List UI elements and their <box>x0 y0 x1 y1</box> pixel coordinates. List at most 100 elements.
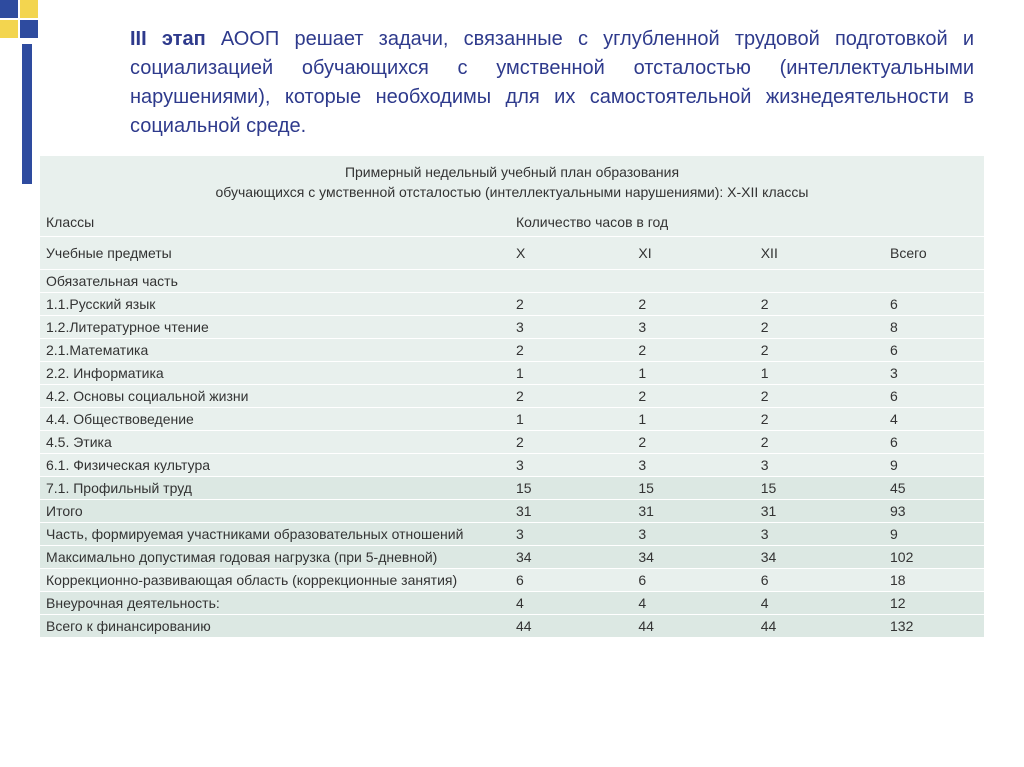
col-xii: XII <box>755 237 884 270</box>
cell-xi: 34 <box>632 546 754 569</box>
cell-subject: Коррекционно-развивающая область (коррек… <box>40 569 510 592</box>
cell-total: 12 <box>884 592 984 615</box>
table-row: 4.5. Этика2226 <box>40 431 984 454</box>
corner-decoration <box>0 0 60 180</box>
table-row: Максимально допустимая годовая нагрузка … <box>40 546 984 569</box>
table-row: 6.1. Физическая культура3339 <box>40 454 984 477</box>
cell-subject: 1.2.Литературное чтение <box>40 316 510 339</box>
cell-subject: 2.1.Математика <box>40 339 510 362</box>
cell-subject: 1.1.Русский язык <box>40 293 510 316</box>
cell-subject: 2.2. Информатика <box>40 362 510 385</box>
table-header-row-1: Классы Количество часов в год <box>40 208 984 237</box>
curriculum-table: Классы Количество часов в год Учебные пр… <box>40 208 984 638</box>
cell-xii: 2 <box>755 408 884 431</box>
cell-subject: 7.1. Профильный труд <box>40 477 510 500</box>
cell-xii: 2 <box>755 316 884 339</box>
cell-subject: Итого <box>40 500 510 523</box>
cell-subject: Внеурочная деятельность: <box>40 592 510 615</box>
cell-xii: 1 <box>755 362 884 385</box>
cell-xi: 4 <box>632 592 754 615</box>
col-x: X <box>510 237 632 270</box>
cell-xi: 2 <box>632 431 754 454</box>
cell-xi: 3 <box>632 316 754 339</box>
cell-xii: 34 <box>755 546 884 569</box>
cell-x: 31 <box>510 500 632 523</box>
cell-xii: 2 <box>755 431 884 454</box>
table-row: Коррекционно-развивающая область (коррек… <box>40 569 984 592</box>
cell-x: 1 <box>510 362 632 385</box>
cell-xi: 1 <box>632 408 754 431</box>
table-row: 4.4. Обществоведение1124 <box>40 408 984 431</box>
cell-xi: 15 <box>632 477 754 500</box>
cell-xii: 15 <box>755 477 884 500</box>
cell-subject: 4.5. Этика <box>40 431 510 454</box>
cell-x: 3 <box>510 523 632 546</box>
cell-x: 1 <box>510 408 632 431</box>
table-caption-2: обучающихся с умственной отсталостью (ин… <box>40 182 984 208</box>
cell-xii: 44 <box>755 615 884 638</box>
cell-xii: 3 <box>755 454 884 477</box>
cell-subject: Максимально допустимая годовая нагрузка … <box>40 546 510 569</box>
section-mandatory-row: Обязательная часть <box>40 270 984 293</box>
cell-xii: 6 <box>755 569 884 592</box>
cell-x: 2 <box>510 431 632 454</box>
cell-xi: 2 <box>632 293 754 316</box>
cell-xi: 3 <box>632 454 754 477</box>
cell-total: 93 <box>884 500 984 523</box>
header-rest: АООП решает задачи, связанные с углублен… <box>130 28 974 137</box>
cell-total: 6 <box>884 385 984 408</box>
table-row: 4.2. Основы социальной жизни2226 <box>40 385 984 408</box>
cell-total: 45 <box>884 477 984 500</box>
cell-xii: 2 <box>755 339 884 362</box>
cell-xii: 2 <box>755 293 884 316</box>
cell-total: 18 <box>884 569 984 592</box>
cell-xi: 1 <box>632 362 754 385</box>
table-row: 2.2. Информатика1113 <box>40 362 984 385</box>
curriculum-table-wrap: Примерный недельный учебный план образов… <box>0 151 1024 638</box>
cell-total: 6 <box>884 293 984 316</box>
cell-total: 8 <box>884 316 984 339</box>
table-caption-1: Примерный недельный учебный план образов… <box>40 156 984 182</box>
cell-total: 4 <box>884 408 984 431</box>
hdr-count: Количество часов в год <box>510 208 884 237</box>
cell-x: 3 <box>510 454 632 477</box>
table-row: Часть, формируемая участниками образоват… <box>40 523 984 546</box>
table-row: Всего к финансированию444444132 <box>40 615 984 638</box>
cell-x: 2 <box>510 385 632 408</box>
cell-x: 3 <box>510 316 632 339</box>
cell-x: 2 <box>510 293 632 316</box>
cell-x: 6 <box>510 569 632 592</box>
cell-total: 102 <box>884 546 984 569</box>
table-row: 1.2.Литературное чтение3328 <box>40 316 984 339</box>
cell-xi: 44 <box>632 615 754 638</box>
col-total: Всего <box>884 237 984 270</box>
table-header-row-2: Учебные предметы X XI XII Всего <box>40 237 984 270</box>
cell-x: 34 <box>510 546 632 569</box>
cell-total: 9 <box>884 523 984 546</box>
cell-subject: 4.4. Обществоведение <box>40 408 510 431</box>
cell-xi: 2 <box>632 385 754 408</box>
cell-subject: Часть, формируемая участниками образоват… <box>40 523 510 546</box>
cell-total: 6 <box>884 339 984 362</box>
header-paragraph: III этап АООП решает задачи, связанные с… <box>0 0 1024 151</box>
cell-total: 6 <box>884 431 984 454</box>
cell-total: 3 <box>884 362 984 385</box>
cell-subject: Всего к финансированию <box>40 615 510 638</box>
hdr-subjects: Учебные предметы <box>40 237 510 270</box>
cell-xi: 3 <box>632 523 754 546</box>
cell-xi: 2 <box>632 339 754 362</box>
section-mandatory: Обязательная часть <box>40 270 984 293</box>
cell-xi: 6 <box>632 569 754 592</box>
cell-xii: 4 <box>755 592 884 615</box>
table-row: Внеурочная деятельность:44412 <box>40 592 984 615</box>
cell-total: 9 <box>884 454 984 477</box>
cell-subject: 4.2. Основы социальной жизни <box>40 385 510 408</box>
cell-subject: 6.1. Физическая культура <box>40 454 510 477</box>
cell-total: 132 <box>884 615 984 638</box>
table-row: 1.1.Русский язык2226 <box>40 293 984 316</box>
cell-xii: 3 <box>755 523 884 546</box>
hdr-classes: Классы <box>40 208 510 237</box>
cell-xii: 31 <box>755 500 884 523</box>
table-row: Итого31313193 <box>40 500 984 523</box>
cell-xi: 31 <box>632 500 754 523</box>
